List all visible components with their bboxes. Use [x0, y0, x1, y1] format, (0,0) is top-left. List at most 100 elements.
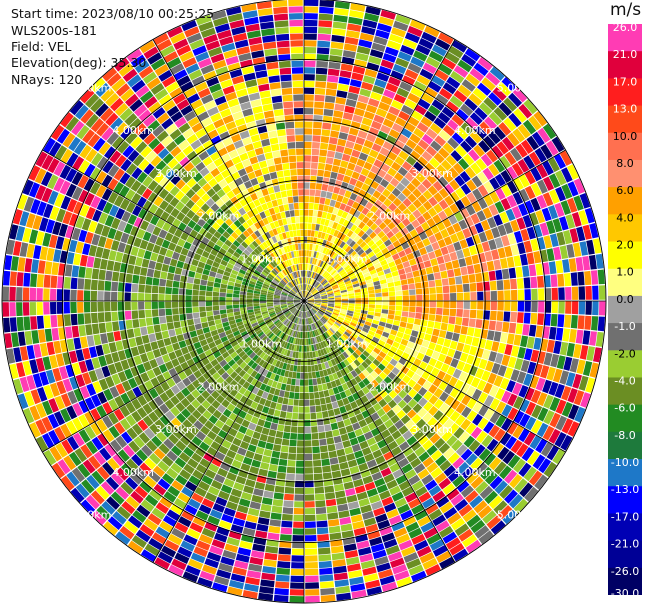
radar-gate: [389, 296, 396, 301]
radar-gate: [128, 440, 140, 453]
radar-gate: [41, 154, 54, 170]
radar-gate: [276, 227, 282, 234]
radar-gate: [317, 363, 323, 371]
radar-gate: [312, 337, 316, 344]
radar-gate: [476, 210, 487, 222]
radar-gate: [299, 325, 302, 332]
radar-gate: [247, 186, 256, 195]
radar-gate: [433, 203, 443, 214]
radar-gate: [390, 177, 400, 187]
radar-gate: [222, 363, 231, 372]
radar-gate: [168, 351, 177, 361]
radar-gate: [132, 319, 140, 328]
radar-gate: [261, 335, 268, 342]
radar-gate: [312, 453, 321, 460]
radar-gate: [304, 290, 306, 297]
radar-gate: [26, 243, 35, 258]
radar-gate: [103, 521, 119, 536]
radar-gate: [287, 405, 293, 413]
radar-gate: [312, 289, 318, 295]
radar-gate: [206, 385, 215, 395]
radar-gate: [270, 512, 282, 520]
radar-gate: [88, 220, 98, 233]
radar-gate: [262, 217, 269, 225]
radar-gate: [220, 283, 228, 289]
radar-gate: [66, 198, 78, 213]
radar-gate: [286, 284, 292, 290]
radar-gate: [166, 467, 179, 480]
radar-gate: [354, 218, 362, 227]
radar-gate: [342, 253, 350, 260]
radar-gate: [466, 265, 475, 275]
radar-gate: [317, 534, 330, 542]
radar-gate: [293, 287, 298, 293]
radar-gate: [84, 425, 97, 440]
radar-gate: [165, 410, 176, 422]
radar-gate: [238, 350, 246, 358]
radar-gate: [98, 212, 109, 225]
radar-gate: [425, 327, 434, 335]
radar-gate: [538, 288, 545, 300]
radar-gate: [189, 349, 198, 358]
radar-gate: [368, 307, 375, 312]
radar-gate: [194, 145, 206, 156]
radar-gate: [442, 373, 452, 384]
radar-gate: [590, 270, 599, 285]
radar-gate: [296, 372, 301, 379]
radar-gate: [324, 163, 333, 172]
radar-gate: [136, 407, 148, 419]
radar-gate: [267, 532, 280, 541]
radar-gate: [328, 388, 335, 396]
radar-gate: [195, 510, 209, 521]
radar-gate: [165, 287, 172, 295]
radar-gate: [286, 350, 291, 357]
radar-gate: [199, 285, 207, 291]
radar-gate: [199, 301, 206, 307]
radar-gate: [367, 265, 375, 272]
radar-gate: [300, 318, 303, 325]
radar-gate: [345, 267, 353, 273]
radar-gate: [367, 239, 375, 248]
radar-gate: [226, 501, 238, 511]
radar-gate: [174, 245, 183, 254]
radar-gate: [230, 340, 239, 348]
radar-gate: [523, 431, 536, 446]
radar-gate: [248, 283, 255, 288]
radar-gate: [140, 146, 153, 158]
radar-gate: [391, 491, 404, 502]
radar-gate: [356, 336, 364, 343]
radar-gate: [252, 272, 260, 278]
radar-gate: [321, 333, 326, 341]
radar-gate: [176, 334, 185, 342]
radar-gate: [306, 345, 310, 352]
radar-gate: [504, 290, 511, 301]
radar-gate: [113, 408, 125, 421]
radar-gate: [272, 351, 278, 359]
radar-gate: [305, 582, 320, 589]
radar-gate: [316, 312, 322, 318]
radar-gate: [241, 353, 249, 361]
radar-gate: [361, 290, 368, 295]
radar-gate: [153, 184, 164, 196]
radar-gate: [161, 239, 171, 249]
radar-gate: [306, 303, 312, 309]
radar-gate: [359, 353, 367, 361]
radar-gate: [345, 329, 353, 335]
radar-gate: [246, 292, 254, 296]
radar-gate: [460, 195, 471, 207]
radar-gate: [550, 353, 560, 368]
radar-gate: [441, 315, 449, 324]
radar-gate: [162, 371, 172, 381]
radar-gate: [556, 355, 566, 370]
radar-gate: [187, 373, 197, 383]
radar-gate: [595, 331, 604, 347]
radar-gate: [340, 308, 348, 313]
radar-gate: [56, 208, 66, 223]
radar-gate: [382, 296, 389, 301]
radar-gate: [326, 309, 333, 314]
radar-gate: [226, 367, 235, 376]
radar-gate: [579, 241, 589, 256]
radar-gate: [287, 274, 292, 281]
radar-gate: [386, 338, 394, 346]
radar-gate: [359, 316, 367, 321]
